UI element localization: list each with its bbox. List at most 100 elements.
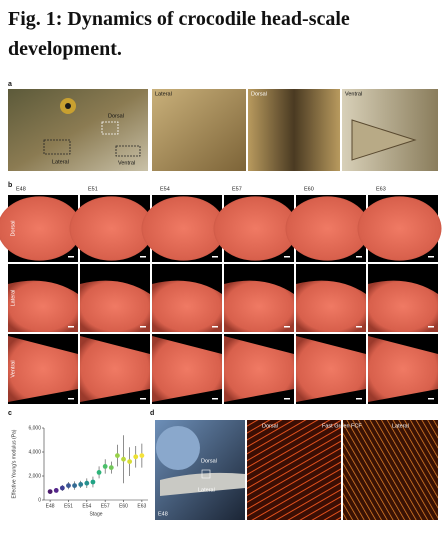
pupil <box>65 103 71 109</box>
head-shape <box>152 280 222 332</box>
region-box <box>43 139 71 155</box>
scale-bar <box>428 326 434 328</box>
scale-bar <box>68 256 74 258</box>
y-tick-label: 0 <box>38 497 41 503</box>
stage-label: E48 <box>16 186 26 192</box>
data-point <box>96 470 102 475</box>
scale-bar <box>356 398 362 400</box>
scale-bar <box>428 398 434 400</box>
scale-bar <box>68 326 74 328</box>
head-shape <box>80 336 150 402</box>
y-axis-label: Effective Young's modulus (Pa) <box>11 429 17 498</box>
image-label: Lateral <box>198 487 215 493</box>
image-label: E48 <box>158 511 168 517</box>
head-shape <box>0 196 82 261</box>
data-point <box>72 483 77 488</box>
data-point <box>47 489 53 494</box>
image-label: Ventral <box>118 160 135 166</box>
image-label: Fast Green FCF <box>322 423 362 429</box>
scale-pattern <box>351 119 417 161</box>
view-label: Dorsal <box>10 221 16 237</box>
head-shape <box>296 280 366 332</box>
panel-label: a <box>8 81 12 88</box>
region-box <box>115 145 141 157</box>
y-tick-label: 4,000 <box>28 449 41 455</box>
data-point <box>115 453 120 458</box>
image-grid: E48 Dorsal Lateral Ventral E51 E54 E57 E60 E63 <box>0 186 442 404</box>
photo <box>343 420 438 520</box>
scale-bar <box>284 326 290 328</box>
panel-label: c <box>8 410 12 417</box>
y-tick-label: 2,000 <box>28 473 41 479</box>
head-shape <box>141 196 226 261</box>
scale-bar <box>212 256 218 258</box>
scale-bar <box>284 398 290 400</box>
x-tick-label: E48 <box>46 503 55 509</box>
y-tick-label: 6,000 <box>28 425 41 431</box>
photo <box>152 89 246 171</box>
data-point <box>121 456 126 462</box>
scale-bar <box>212 398 218 400</box>
data-point <box>78 482 84 487</box>
stage-label: E63 <box>376 186 386 192</box>
data-point <box>127 459 133 464</box>
region-box <box>201 469 211 479</box>
embryo-snout <box>160 472 245 496</box>
x-tick-label: E54 <box>82 503 91 509</box>
data-point <box>84 480 90 486</box>
head-shape <box>224 336 294 402</box>
chart: 0 2,000 4,000 6,000 E48 E51 E54 E57 E60 E63 Stage E… <box>11 425 148 517</box>
view-label: Ventral <box>10 360 16 377</box>
head-shape <box>368 280 438 332</box>
head-shape <box>285 196 370 261</box>
view-label: Lateral <box>10 290 16 307</box>
stage-label: E60 <box>304 186 314 192</box>
stage-label: E57 <box>232 186 242 192</box>
figure-title: Fig. 1: Dynamics of crocodile head-scale… <box>8 8 350 60</box>
data-point <box>53 488 59 493</box>
data-point <box>90 479 96 485</box>
image-label: Lateral <box>392 423 409 429</box>
image-label: Ventral <box>345 91 362 97</box>
scale-bar <box>356 326 362 328</box>
scale-bar <box>212 326 218 328</box>
panel-label: d <box>150 410 154 417</box>
data-point <box>108 465 114 470</box>
head-shape <box>8 280 78 332</box>
data-point <box>102 464 108 469</box>
head-shape <box>357 196 442 261</box>
photo <box>247 420 341 520</box>
head-shape <box>224 280 294 332</box>
stage-label: E54 <box>160 186 170 192</box>
head-shape <box>80 280 150 332</box>
x-axis-label: Stage <box>89 511 102 517</box>
panel-label: b <box>8 182 12 189</box>
image-label: Dorsal <box>251 91 267 97</box>
image-label: Dorsal <box>108 113 124 119</box>
photo <box>248 89 340 171</box>
scale-bar <box>284 256 290 258</box>
embryo-head <box>156 426 200 470</box>
head-shape <box>213 196 298 261</box>
region-box <box>101 121 119 135</box>
x-tick-label: E60 <box>119 503 128 509</box>
head-shape <box>368 336 438 402</box>
image-label: Dorsal <box>201 458 217 464</box>
head-shape <box>69 196 154 261</box>
scale-bar <box>428 256 434 258</box>
scale-bar <box>140 398 146 400</box>
data-point <box>59 485 65 491</box>
image-label: Lateral <box>52 159 69 165</box>
scale-bar <box>68 398 74 400</box>
scale-bar <box>140 326 146 328</box>
data-point <box>66 483 71 488</box>
x-tick-label: E57 <box>101 503 110 509</box>
head-shape <box>152 336 222 402</box>
scale-bar <box>356 256 362 258</box>
image-label: Lateral <box>155 91 172 97</box>
scale-bar <box>140 256 146 258</box>
x-tick-label: E63 <box>137 503 146 509</box>
data-point <box>139 453 145 458</box>
